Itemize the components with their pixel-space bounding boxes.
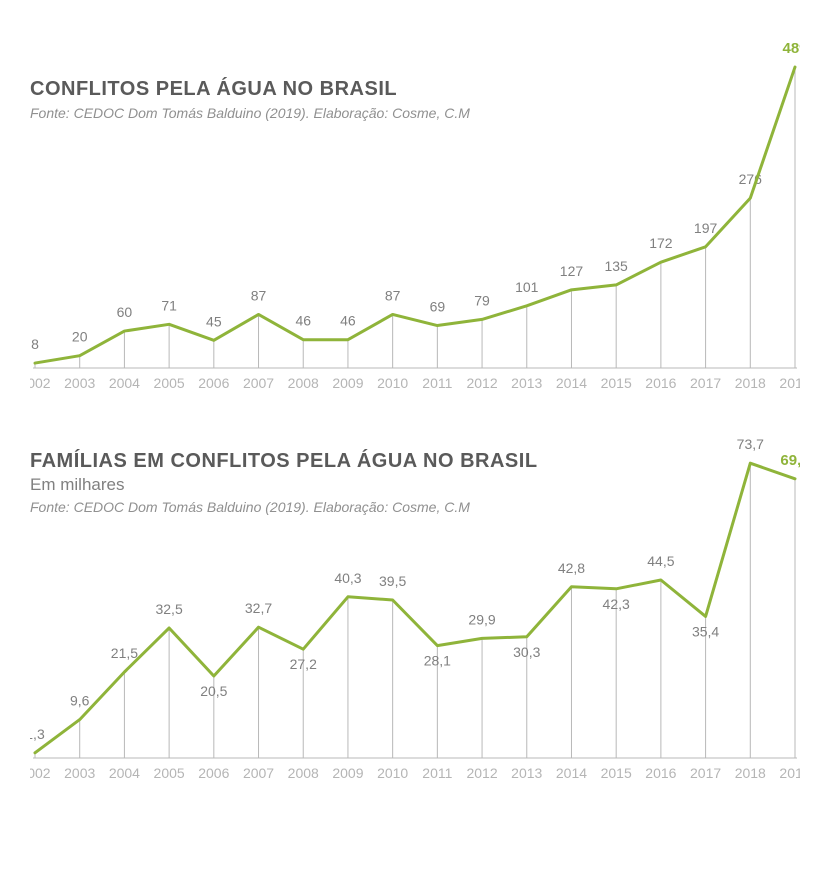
x-axis-label: 2012 [466, 375, 497, 391]
x-axis-label: 2013 [511, 375, 542, 391]
x-axis-label: 2003 [64, 375, 95, 391]
x-axis-label: 2011 [422, 765, 452, 781]
value-label: 8 [31, 336, 39, 352]
x-axis-label: 2014 [556, 375, 587, 391]
value-label: 42,3 [603, 596, 630, 612]
x-axis-label: 2017 [690, 765, 721, 781]
value-label: 27,2 [290, 656, 317, 672]
x-axis-label: 2019 [779, 375, 800, 391]
chart2-source: Fonte: CEDOC Dom Tomás Balduino (2019). … [30, 499, 538, 515]
x-axis-label: 2018 [735, 765, 766, 781]
x-axis-label: 2002 [30, 375, 51, 391]
value-label: 87 [385, 287, 401, 303]
value-label: 135 [604, 258, 628, 274]
value-label: 29,9 [468, 611, 495, 627]
chart-conflitos: 2002 8 2003 20 2004 60 2005 71 2006 45 2007 87 2008 4… [30, 28, 800, 398]
x-axis-label: 2004 [109, 765, 140, 781]
chart2-title: FAMÍLIAS EM CONFLITOS PELA ÁGUA NO BRASI… [30, 450, 538, 473]
value-label: 21,5 [111, 645, 138, 661]
x-axis-label: 2016 [645, 375, 676, 391]
value-label: 172 [649, 235, 673, 251]
x-axis-label: 2008 [288, 375, 319, 391]
value-label: 40,3 [334, 570, 361, 586]
value-label: 101 [515, 279, 539, 295]
x-axis-label: 2015 [601, 765, 632, 781]
chart-familias: 2002 1,3 2003 9,6 2004 21,5 2005 32,5 2006 20,5 20… [30, 428, 800, 798]
x-axis-label: 2006 [198, 765, 229, 781]
x-axis-label: 2006 [198, 375, 229, 391]
value-label: 87 [251, 287, 267, 303]
x-axis-label: 2004 [109, 375, 140, 391]
value-label: 32,5 [155, 601, 182, 617]
value-label: 44,5 [647, 553, 674, 569]
value-label: 197 [694, 220, 718, 236]
value-label: 30,3 [513, 644, 540, 660]
x-axis-label: 2019 [779, 765, 800, 781]
value-label: 28,1 [424, 653, 451, 669]
chart2-subtitle: Em milhares [30, 475, 538, 495]
value-label: 127 [560, 263, 584, 279]
x-axis-label: 2010 [377, 765, 408, 781]
x-axis-label: 2016 [645, 765, 676, 781]
value-label: 45 [206, 313, 222, 329]
x-axis-label: 2002 [30, 765, 51, 781]
x-axis-label: 2011 [422, 375, 452, 391]
x-axis-label: 2009 [332, 375, 363, 391]
x-axis-label: 2012 [466, 765, 497, 781]
value-label: 46 [340, 313, 356, 329]
page: 2002 8 2003 20 2004 60 2005 71 2006 45 2007 87 2008 4… [0, 0, 830, 818]
x-axis-label: 2015 [601, 375, 632, 391]
x-axis-label: 2007 [243, 765, 274, 781]
value-label: 60 [117, 304, 133, 320]
x-axis-label: 2005 [154, 375, 185, 391]
x-axis-label: 2018 [735, 375, 766, 391]
x-axis-label: 2005 [154, 765, 185, 781]
value-label: 20 [72, 329, 88, 345]
x-axis-label: 2013 [511, 765, 542, 781]
value-label: 32,7 [245, 600, 272, 616]
value-label: 1,3 [30, 726, 45, 742]
value-label: 46 [295, 313, 311, 329]
value-label: 69,8 [780, 452, 800, 469]
x-axis-label: 2008 [288, 765, 319, 781]
spacer [30, 398, 800, 428]
x-axis-label: 2007 [243, 375, 274, 391]
value-label: 9,6 [70, 693, 90, 709]
value-label: 69 [430, 299, 446, 315]
value-label: 71 [161, 297, 177, 313]
value-label: 73,7 [737, 436, 764, 452]
value-label: 39,5 [379, 573, 406, 589]
value-label: 20,5 [200, 683, 227, 699]
x-axis-label: 2014 [556, 765, 587, 781]
value-label: 35,4 [692, 623, 719, 639]
value-label: 79 [474, 292, 490, 308]
x-axis-label: 2017 [690, 375, 721, 391]
x-axis-label: 2009 [332, 765, 363, 781]
value-label: 42,8 [558, 560, 585, 576]
x-axis-label: 2010 [377, 375, 408, 391]
x-axis-label: 2003 [64, 765, 95, 781]
chart1-source: Fonte: CEDOC Dom Tomás Balduino (2019). … [30, 105, 470, 121]
chart1-title: CONFLITOS PELA ÁGUA NO BRASIL [30, 78, 470, 101]
value-label: 489 [782, 40, 800, 57]
